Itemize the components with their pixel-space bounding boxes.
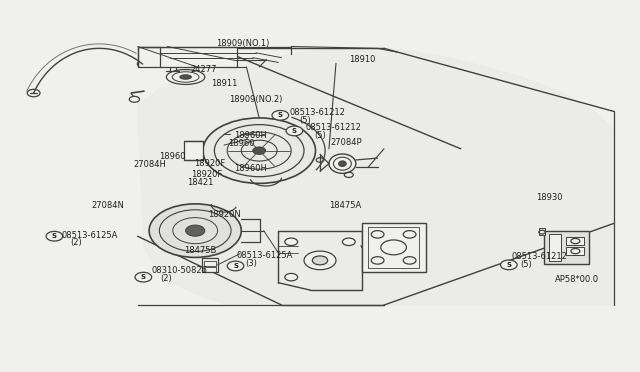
Text: 08310-50826: 08310-50826 [152,266,207,275]
Bar [566,237,584,245]
Circle shape [500,260,517,270]
Circle shape [129,96,140,102]
Circle shape [304,251,336,270]
Circle shape [403,231,416,238]
Bar [204,261,216,266]
Text: S: S [506,262,511,268]
Circle shape [272,110,289,120]
Text: 18960: 18960 [159,153,185,161]
Bar [362,223,426,272]
Text: (2): (2) [70,238,82,247]
Text: S: S [52,233,57,239]
Circle shape [285,273,298,281]
Text: 18475B: 18475B [184,246,216,255]
Circle shape [381,240,406,255]
Text: 18960H: 18960H [234,131,266,140]
Bar [368,227,419,268]
Bar [202,258,218,272]
Circle shape [571,248,580,254]
Text: 18910: 18910 [349,55,375,64]
Text: 18920N: 18920N [208,210,241,219]
Circle shape [403,257,416,264]
Text: (5): (5) [314,131,326,140]
Ellipse shape [180,75,191,79]
Circle shape [149,204,241,257]
Circle shape [227,261,244,271]
Text: 18920F: 18920F [191,170,222,179]
Ellipse shape [339,161,346,166]
Bar [549,234,561,261]
Bar [544,231,589,264]
Text: (3): (3) [245,259,257,268]
Text: 18920F: 18920F [194,159,225,168]
Text: 27084H: 27084H [133,160,166,169]
Text: 24277: 24277 [191,65,217,74]
Text: 18930: 18930 [536,193,563,202]
Ellipse shape [329,154,356,173]
Circle shape [286,126,303,136]
Text: (5): (5) [299,116,310,125]
Polygon shape [138,48,614,305]
Bar [204,267,216,272]
Text: 18960H: 18960H [234,164,266,173]
Circle shape [342,238,355,246]
Bar [539,228,545,235]
Text: 18475A: 18475A [329,201,361,210]
Text: 18960: 18960 [228,140,254,148]
Circle shape [312,256,328,265]
Text: S: S [278,112,283,118]
Circle shape [285,238,298,246]
Circle shape [371,231,384,238]
Text: 08513-61212: 08513-61212 [306,124,362,132]
Text: 08513-61212: 08513-61212 [290,108,346,117]
Text: (5): (5) [520,260,532,269]
Text: AP58*00.0: AP58*00.0 [555,275,599,284]
Circle shape [253,147,266,154]
Text: 18909(NO.2): 18909(NO.2) [229,95,282,104]
Circle shape [135,272,152,282]
Text: 18421: 18421 [187,178,213,187]
Text: (2): (2) [161,274,172,283]
Bar [566,247,584,255]
Text: 27084P: 27084P [331,138,362,147]
Text: 18911: 18911 [211,79,237,88]
Text: S: S [233,263,238,269]
Bar [138,46,237,67]
Text: 08513-6125A: 08513-6125A [236,251,292,260]
Circle shape [571,238,580,244]
Circle shape [46,231,63,241]
Text: 08513-61212: 08513-61212 [512,252,568,261]
Circle shape [371,257,384,264]
Bar [184,141,203,160]
Text: 18909(NO.1): 18909(NO.1) [216,39,269,48]
Circle shape [203,118,316,183]
Circle shape [28,89,40,97]
Circle shape [138,61,148,67]
Text: S: S [141,274,146,280]
Text: 27084N: 27084N [92,201,124,210]
Circle shape [186,225,205,236]
Ellipse shape [166,70,205,84]
Text: 08513-6125A: 08513-6125A [61,231,118,240]
Text: S: S [292,128,297,134]
